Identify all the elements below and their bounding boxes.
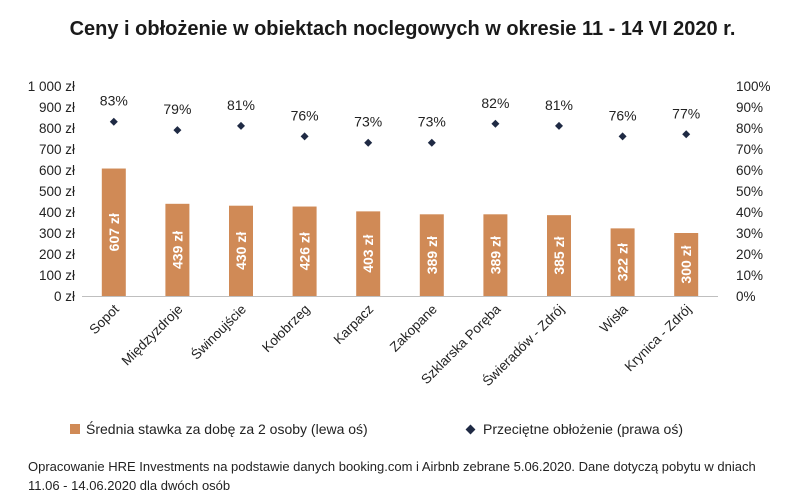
category-label: Zakopane (387, 302, 440, 355)
y-axis-left-tick-label: 0 zł (54, 289, 75, 304)
bar-value-label: 426 zł (297, 232, 313, 270)
bar (165, 203, 190, 296)
category-label: Wisła (597, 301, 631, 335)
y-axis-left-tick-label: 400 zł (39, 205, 75, 220)
bar (229, 205, 253, 296)
occupancy-value-label: 76% (291, 107, 319, 123)
chart-canvas: 0 zł 100 zł 200 zł 300 zł 400 zł 500 zł 600 zł… (28, 79, 771, 389)
y-axis-right-tick-label: 80% (736, 121, 763, 136)
legend-diamond-icon (465, 424, 476, 434)
occupancy-value-label: 82% (481, 95, 509, 111)
bar-value-label: 300 zł (678, 245, 694, 283)
bar-value-label: 322 zł (615, 243, 631, 281)
category-label: Świnoujście (188, 302, 249, 363)
y-axis-left-tick-label: 1 000 zł (28, 79, 75, 94)
occupancy-marker (173, 126, 182, 135)
y-axis-left-tick-label: 300 zł (39, 226, 75, 241)
y-axis-right-tick-label: 100% (736, 79, 771, 94)
occupancy-marker (491, 119, 500, 128)
bar-value-label: 389 zł (487, 236, 503, 274)
occupancy-marker (682, 130, 691, 139)
legend-item-bar: Średnia stawka za dobę za 2 osoby (lewa … (70, 421, 368, 437)
occupancy-value-label: 81% (545, 97, 573, 113)
bar-value-label: 385 zł (551, 236, 567, 274)
occupancy-marker (109, 117, 118, 126)
y-axis-left-tick-label: 600 zł (39, 163, 75, 178)
occupancy-marker (555, 121, 563, 130)
bar (292, 206, 317, 296)
occupancy-value-label: 73% (418, 114, 446, 130)
category-label: Krynica - Zdrój (622, 302, 695, 375)
category-label: Karpacz (331, 301, 377, 347)
occupancy-marker (618, 132, 627, 141)
y-axis-right-tick-label: 20% (736, 247, 763, 262)
category-label: Międzyzdroje (119, 302, 186, 369)
bar (483, 214, 508, 296)
y-axis-right-tick-label: 40% (736, 205, 763, 220)
y-axis-right-tick-label: 0% (736, 289, 756, 304)
bar (356, 211, 381, 296)
y-axis-left-tick-label: 500 zł (39, 184, 75, 199)
bar-value-label: 607 zł (106, 213, 122, 251)
legend-bar-label: Średnia stawka za dobę za 2 osoby (lewa … (86, 421, 368, 437)
chart-title: Ceny i obłożenie w obiektach noclegowych… (69, 18, 736, 40)
bar (674, 233, 699, 296)
y-axis-right-tick-label: 90% (736, 100, 763, 115)
bar (419, 214, 444, 296)
occupancy-value-label: 83% (100, 93, 128, 109)
legend-bar-swatch (70, 424, 80, 434)
y-axis-right-tick-label: 30% (736, 226, 763, 241)
source-note: Opracowanie HRE Investments na podstawie… (28, 459, 756, 493)
bar-value-label: 403 zł (360, 235, 376, 273)
bar (101, 168, 126, 296)
bar-value-label: 430 zł (233, 232, 249, 270)
bar-value-label: 389 zł (424, 236, 440, 274)
occupancy-value-label: 81% (227, 97, 255, 113)
y-axis-right-tick-label: 10% (736, 268, 763, 283)
y-axis-left-tick-label: 800 zł (39, 121, 75, 136)
y-axis-right-tick-label: 60% (736, 163, 763, 178)
category-label: Kołobrzeg (259, 302, 313, 356)
y-axis-right-tick-label: 50% (736, 184, 763, 199)
category-label: Sopot (86, 301, 122, 337)
y-axis-left-tick-label: 700 zł (39, 142, 75, 157)
occupancy-marker (364, 138, 373, 147)
occupancy-marker (237, 121, 245, 130)
occupancy-value-label: 73% (354, 114, 382, 130)
y-axis-left-tick-label: 900 zł (39, 100, 75, 115)
bar-value-label: 439 zł (169, 231, 185, 269)
bar (610, 228, 635, 296)
y-axis-right-tick-label: 70% (736, 142, 763, 157)
y-axis-left-tick-label: 100 zł (39, 268, 75, 283)
legend-marker-label: Przeciętne obłożenie (prawa oś) (483, 421, 683, 437)
occupancy-marker (300, 132, 309, 141)
y-axis-left-tick-label: 200 zł (39, 247, 75, 262)
legend-item-marker: Przeciętne obłożenie (prawa oś) (465, 421, 683, 437)
occupancy-value-label: 77% (672, 105, 700, 121)
occupancy-value-label: 79% (163, 101, 191, 117)
occupancy-marker (427, 138, 436, 147)
bar (547, 215, 571, 296)
occupancy-value-label: 76% (609, 107, 637, 123)
